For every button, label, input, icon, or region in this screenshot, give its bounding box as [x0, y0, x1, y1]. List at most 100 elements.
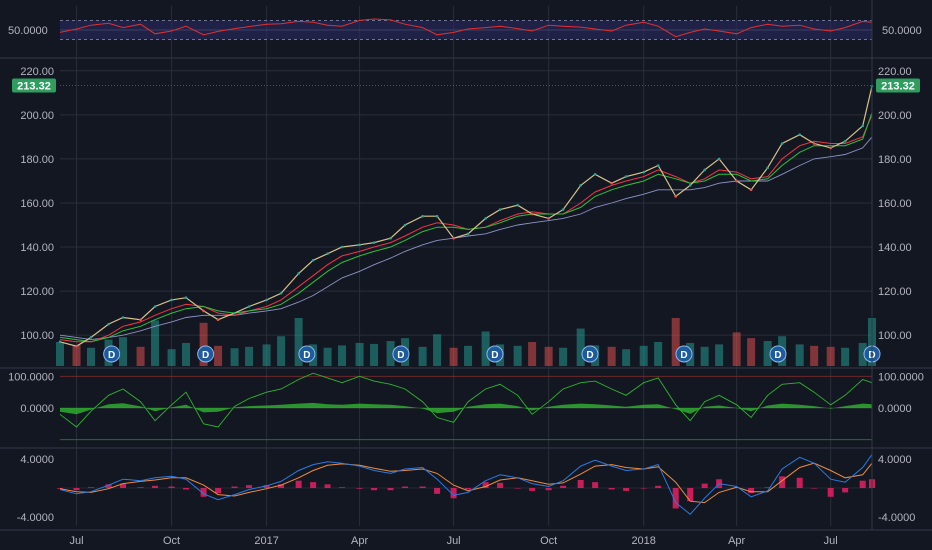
macd-histogram-bar — [73, 488, 80, 491]
volume-bar — [732, 332, 741, 366]
price-point — [265, 298, 268, 302]
price-point — [75, 344, 78, 348]
price-point — [58, 340, 62, 344]
price-tick-label-right: 140.00 — [878, 242, 912, 254]
price-tick-label-right: 220.00 — [878, 66, 912, 78]
macd-line — [59, 454, 873, 515]
volume-bar — [245, 346, 254, 366]
macd-histogram-bar — [623, 488, 630, 491]
volume-bar — [622, 349, 631, 366]
price-point — [452, 236, 455, 240]
macd-histogram-bar — [200, 488, 207, 497]
macd-histogram-bar — [371, 488, 378, 491]
dividend-marker — [675, 345, 693, 363]
price-point — [624, 175, 628, 178]
dividend-marker — [103, 345, 121, 363]
price-point — [216, 318, 220, 322]
dividend-marker-label: D — [202, 350, 209, 361]
macd-histogram-bar — [764, 487, 771, 488]
price-point — [89, 336, 93, 339]
price-point — [516, 203, 519, 207]
price-point — [579, 184, 582, 187]
macd-tick-label-right: -4.0000 — [878, 512, 915, 524]
price-point — [547, 217, 550, 220]
macd-histogram-bar — [246, 485, 253, 488]
macd-histogram-bar — [278, 484, 285, 488]
volume-bar — [528, 342, 537, 366]
macd-histogram-bar — [105, 484, 112, 488]
macd-histogram-bar — [577, 479, 584, 488]
volume-bar — [607, 346, 616, 366]
osc-tick-label-left: 100.0000 — [8, 371, 54, 383]
dividend-marker-label: D — [586, 350, 593, 361]
x-axis-label: Jul — [447, 535, 461, 547]
price-point — [749, 188, 753, 192]
price-tick-label-right: 180.00 — [878, 154, 912, 166]
price-tick-label-right: 120.00 — [878, 286, 912, 298]
volume-bar — [151, 320, 160, 366]
price-point — [484, 217, 487, 220]
last-price-tag-left: 213.32 — [17, 81, 51, 93]
price-point — [703, 168, 706, 172]
price-point — [861, 124, 865, 128]
osc-tick-label-right: 0.0000 — [878, 403, 912, 415]
price-line — [59, 86, 873, 347]
macd-histogram-bar — [796, 477, 803, 488]
volume-bar — [464, 345, 473, 366]
price-point — [466, 232, 470, 236]
macd-histogram-bar — [356, 488, 363, 489]
volume-bar — [86, 347, 95, 366]
macd-histogram-bar — [387, 488, 394, 491]
price-point — [233, 311, 236, 315]
macd-histogram-bar — [215, 488, 222, 494]
dividend-marker — [581, 345, 599, 363]
volume-bar — [513, 345, 522, 366]
macd-histogram-bar — [263, 485, 270, 488]
price-point — [717, 157, 721, 161]
macd-histogram-bar — [592, 482, 599, 488]
price-tick-label-right: 200.00 — [878, 110, 912, 122]
macd-histogram-bar — [842, 488, 849, 493]
price-point — [642, 170, 645, 174]
price-tick-label-left: 120.00 — [20, 286, 54, 298]
price-point — [530, 212, 534, 216]
macd-histogram-bar — [608, 488, 615, 490]
price-point — [421, 214, 424, 218]
price-point — [766, 166, 769, 170]
volume-bar — [671, 318, 680, 366]
price-point — [389, 236, 392, 240]
macd-tick-label-left: 4.0000 — [20, 454, 54, 466]
macd-histogram-bar — [183, 488, 190, 490]
osc-area — [60, 402, 872, 415]
rsi-right-label: 50.0000 — [882, 25, 922, 37]
macd-histogram-bar — [529, 488, 536, 491]
volume-bar — [230, 348, 239, 366]
macd-histogram-bar — [137, 487, 144, 488]
macd-histogram-bar — [701, 483, 708, 488]
osc-tick-label-right: 100.0000 — [878, 371, 924, 383]
volume-bar — [810, 345, 819, 366]
dividend-marker-label: D — [303, 350, 310, 361]
x-axis-label: 2018 — [631, 535, 655, 547]
volume-bar — [858, 342, 867, 366]
dividend-marker — [486, 345, 504, 363]
volume-bar — [355, 342, 364, 366]
price-point — [593, 173, 597, 176]
price-tick-label-left: 220.00 — [20, 66, 54, 78]
x-axis-label: Oct — [540, 535, 557, 547]
ma-fast-line — [59, 114, 873, 343]
volume-bar — [262, 344, 271, 366]
price-point — [247, 305, 251, 308]
volume-bar — [747, 338, 756, 366]
macd-histogram-bar — [827, 488, 834, 497]
macd-histogram-bar — [419, 486, 426, 488]
macd-histogram-bar — [231, 486, 238, 488]
price-point — [153, 305, 157, 308]
volume-bar — [795, 344, 804, 366]
macd-histogram-bar — [295, 480, 302, 488]
price-point — [610, 181, 613, 185]
macd-histogram-bar — [434, 488, 441, 494]
price-point — [656, 164, 660, 167]
x-axis-label: Apr — [351, 535, 368, 547]
